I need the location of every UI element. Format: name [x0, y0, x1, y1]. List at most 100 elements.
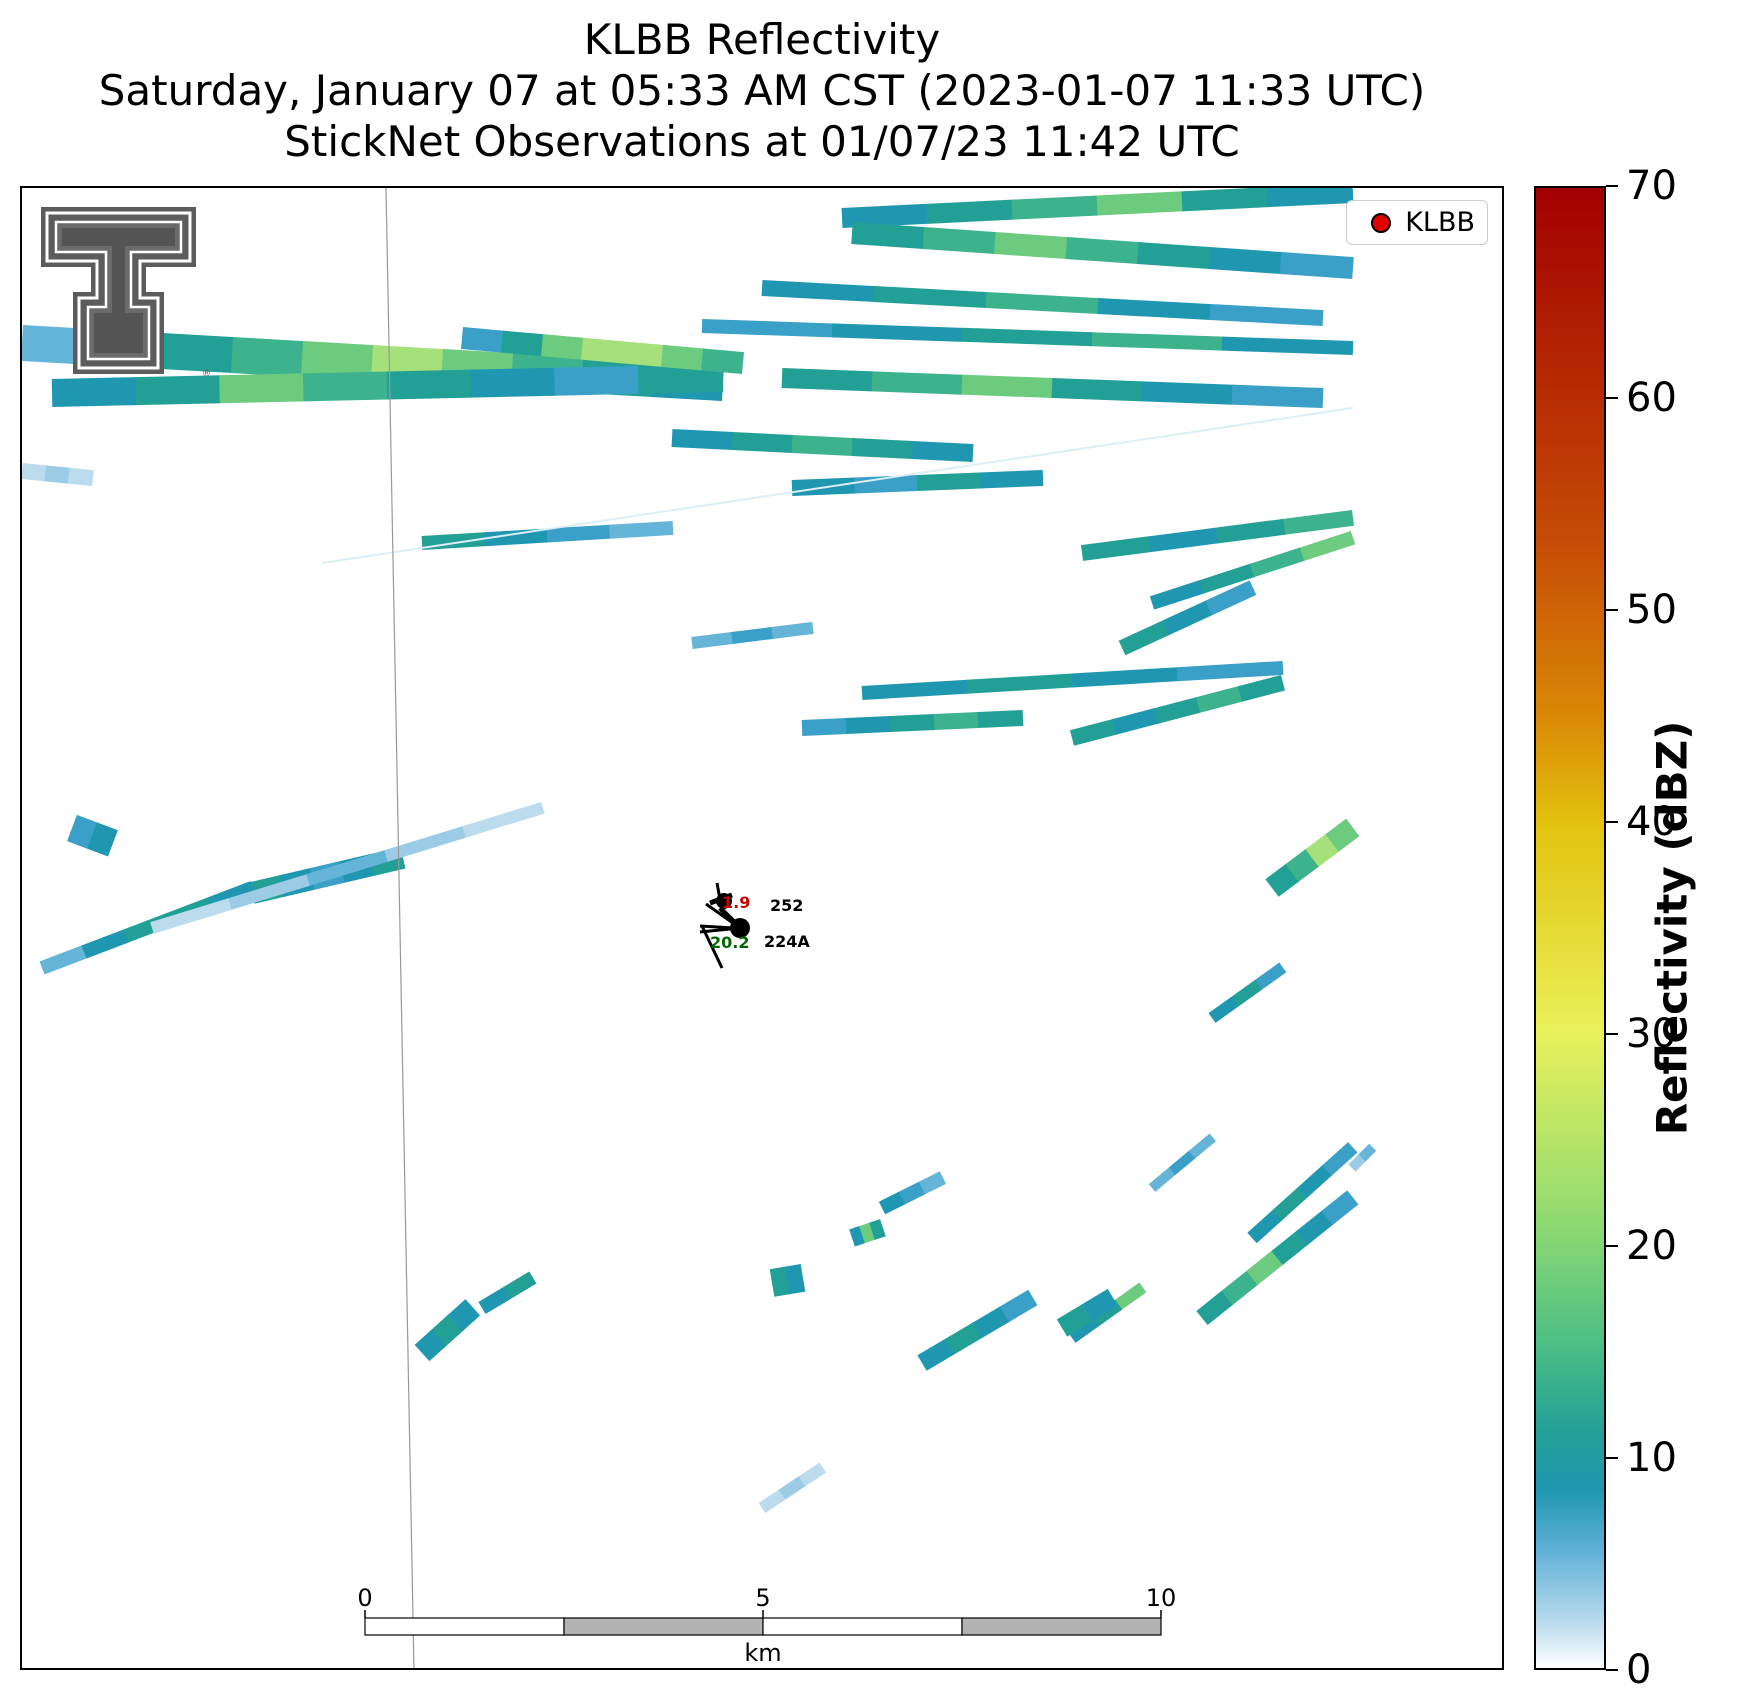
station-marker-252[interactable]: [716, 893, 732, 909]
reflectivity-gate: [541, 334, 584, 360]
colorbar-tick: [1606, 1457, 1618, 1459]
reflectivity-gate: [1205, 580, 1257, 616]
reflectivity-gate: [1299, 531, 1356, 561]
reflectivity-gate: [1221, 1270, 1259, 1306]
reflectivity-gate: [1208, 995, 1240, 1023]
reflectivity-gate: [994, 232, 1069, 260]
reflectivity-gate: [851, 438, 914, 460]
reflectivity-gate: [784, 1264, 806, 1295]
reflectivity-gate: [1051, 378, 1144, 402]
reflectivity-gate: [637, 363, 724, 394]
reflectivity-gate: [1168, 1150, 1196, 1176]
reflectivity-gate: [44, 465, 71, 484]
reflectivity-gate: [778, 1475, 807, 1500]
reflectivity-gate: [1115, 1282, 1147, 1310]
reflectivity-gate: [801, 717, 848, 736]
reflectivity-gate: [609, 520, 674, 539]
reflectivity-gate: [771, 621, 814, 639]
colorbar-tick: [1606, 1245, 1618, 1247]
reflectivity-gate: [1265, 863, 1300, 897]
radar-map[interactable]: ® 1.9 252 20.2 224A 0: [20, 186, 1504, 1670]
reflectivity-gate: [1097, 298, 1212, 321]
reflectivity-gate: [22, 463, 48, 482]
reflectivity-gate: [1196, 1290, 1234, 1326]
reflectivity-gate: [1011, 195, 1099, 220]
reflectivity-gate: [671, 429, 734, 451]
reflectivity-gate: [1237, 675, 1285, 702]
reflectivity-gate: [484, 528, 549, 547]
reflectivity-gate: [1285, 848, 1320, 882]
colorbar-tick: [1606, 821, 1618, 823]
colorbar-tick-label: 10: [1626, 1435, 1677, 1481]
scale-bar-unit: km: [744, 1639, 781, 1667]
reflectivity-gate: [1069, 719, 1117, 746]
reflectivity-gate: [1231, 384, 1324, 409]
reflectivity-gate: [1071, 667, 1179, 688]
scale-bar-segment-2: [563, 1617, 764, 1636]
colorbar-tick: [1606, 1669, 1618, 1671]
reflectivity-gate: [1231, 979, 1263, 1007]
reflectivity-gate: [87, 822, 118, 857]
reflectivity-gate: [1176, 660, 1284, 682]
reflectivity-gate: [1149, 579, 1206, 610]
reflectivity-gate: [150, 897, 233, 934]
reflectivity-gate: [1081, 1288, 1119, 1322]
reflectivity-gate: [1153, 697, 1201, 724]
reflectivity-gate: [1148, 1166, 1176, 1192]
reflectivity-gate: [701, 348, 744, 375]
radar-plot: ® 1.9 252 20.2 224A 0: [22, 188, 1377, 1668]
reflectivity-gate: [869, 1219, 886, 1240]
colorbar-tick-label: 0: [1626, 1647, 1652, 1693]
colorbar-tick-label: 40: [1626, 799, 1677, 845]
reflectivity-gate: [81, 929, 130, 959]
reflectivity-gate: [731, 626, 774, 644]
reflectivity-gate: [554, 365, 640, 396]
reflectivity-gate: [691, 631, 734, 649]
reflectivity-gate: [861, 679, 969, 700]
reflectivity-gate: [384, 825, 467, 862]
reflectivity-gate: [1358, 1143, 1377, 1162]
reflectivity-gate: [661, 344, 704, 371]
station-plot: 1.9 252 20.2 224A: [699, 882, 810, 969]
reflectivity-gate: [1297, 1164, 1333, 1199]
reflectivity-gate: [230, 337, 305, 378]
colorbar-tick-label: 70: [1626, 163, 1677, 209]
colorbar-tick-label: 20: [1626, 1223, 1677, 1269]
reflectivity-gate: [944, 1322, 983, 1355]
klbb-marker-icon: [1371, 212, 1392, 233]
reflectivity-gate: [851, 222, 926, 250]
chart-subtitle-obs: StickNet Observations at 01/07/23 11:42 …: [284, 117, 1240, 166]
reflectivity-gate: [1161, 600, 1213, 636]
reflectivity-gate: [1148, 527, 1220, 553]
reflectivity-gate: [918, 1171, 947, 1195]
reflectivity-gate: [758, 1489, 787, 1513]
reflectivity-gate: [1068, 1315, 1100, 1343]
reflectivity-gate: [67, 467, 94, 487]
reflectivity-gate: [917, 1338, 955, 1371]
station-252-temperature: 1.9: [722, 893, 750, 912]
chart-subtitle-time: Saturday, January 07 at 05:33 AM CST (20…: [98, 66, 1426, 115]
scale-bar-segment-4: [961, 1617, 1162, 1636]
station-224A-dewpoint: 20.2: [710, 933, 749, 952]
scale-bar: 0 5 10 km: [357, 1584, 1176, 1667]
reflectivity-gate: [961, 374, 1054, 399]
reflectivity-gate: [873, 286, 988, 309]
county-boundary-line: [385, 188, 415, 1668]
reflectivity-gate: [39, 945, 88, 975]
reflectivity-gate: [1188, 1133, 1216, 1159]
reflectivity-gate: [1065, 237, 1140, 265]
scale-bar-segment-1: [364, 1617, 565, 1636]
reflectivity-gate: [701, 319, 834, 338]
reflectivity-gate: [1091, 332, 1224, 351]
reflectivity-gate: [781, 368, 874, 392]
reflectivity-gate: [871, 371, 964, 395]
colorbar-tick: [1606, 185, 1618, 187]
reflectivity-gate: [1305, 833, 1340, 867]
colorbar-title: Reflectivity (dBZ): [1647, 720, 1697, 1136]
reflectivity-gate: [300, 341, 375, 382]
reflectivity-gate: [761, 280, 876, 303]
station-marker-224A[interactable]: [730, 918, 750, 938]
reflectivity-gate: [1325, 818, 1360, 852]
colorbar-tick: [1606, 397, 1618, 399]
reflectivity-gate: [769, 1266, 791, 1297]
